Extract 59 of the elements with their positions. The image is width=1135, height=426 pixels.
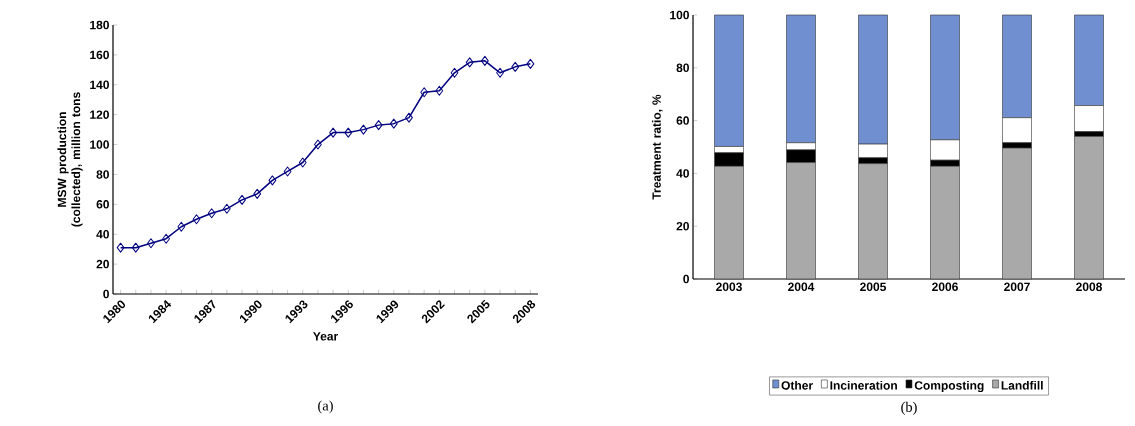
y-tick-label: 180: [90, 20, 109, 30]
y-tick-label: 100: [670, 10, 689, 20]
point: [147, 238, 155, 249]
point: [374, 120, 383, 131]
point: [344, 127, 353, 138]
point: [465, 57, 474, 68]
point: [131, 242, 140, 253]
legend-label: Incineration: [830, 380, 897, 390]
point: [511, 61, 520, 72]
point: [329, 127, 337, 138]
y-tick-label: 80: [96, 170, 109, 179]
y-tick-label: 60: [96, 200, 109, 209]
text: (a): [318, 400, 333, 414]
point: [116, 242, 125, 253]
point: [222, 203, 231, 214]
x-tick-label: 2006: [932, 282, 958, 292]
point: [162, 233, 170, 244]
point: [435, 85, 444, 96]
x-tick-label: 2007: [1004, 282, 1030, 292]
legend-label: Landfill: [1001, 380, 1043, 390]
y-tick-label: 100: [90, 140, 109, 149]
point: [238, 194, 246, 205]
y-axis-title: MSW production (collected), million tons: [57, 92, 83, 227]
point: [283, 166, 292, 177]
point: [177, 221, 186, 232]
point: [207, 208, 216, 219]
y-axis-title: Treatment ratio, %: [652, 94, 663, 200]
text: (b): [901, 401, 917, 415]
point: [420, 87, 429, 98]
x-tick-label: 2003: [716, 282, 742, 292]
x-tick-label: 2008: [1076, 282, 1102, 292]
point: [405, 112, 413, 123]
y-tick-label: 20: [96, 259, 109, 269]
y-tick-label: 160: [90, 50, 109, 60]
y-tick-label: 0: [683, 274, 689, 284]
y-tick-label: 60: [676, 116, 689, 125]
point: [496, 67, 504, 78]
y-tick-label: 20: [676, 221, 689, 231]
y-tick-label: 0: [103, 289, 109, 299]
point: [359, 124, 368, 135]
point: [253, 188, 262, 199]
x-axis-title: Year: [313, 332, 338, 341]
legend-label: Composting: [914, 380, 984, 393]
y-tick-label: 120: [90, 110, 109, 119]
point: [389, 118, 398, 129]
point: [450, 67, 459, 78]
x-tick-label: 2004: [788, 282, 815, 292]
x-tick-label: 2005: [860, 282, 887, 292]
y-tick-label: 140: [90, 80, 109, 90]
point: [298, 157, 307, 168]
y-tick-label: 40: [676, 169, 689, 178]
point: [481, 55, 489, 66]
point: [268, 175, 277, 186]
y-tick-label: 40: [96, 229, 109, 239]
point: [314, 139, 322, 150]
legend-label: Other: [781, 380, 813, 390]
point: [526, 58, 535, 69]
point: [192, 214, 201, 225]
y-tick-label: 80: [676, 63, 689, 73]
